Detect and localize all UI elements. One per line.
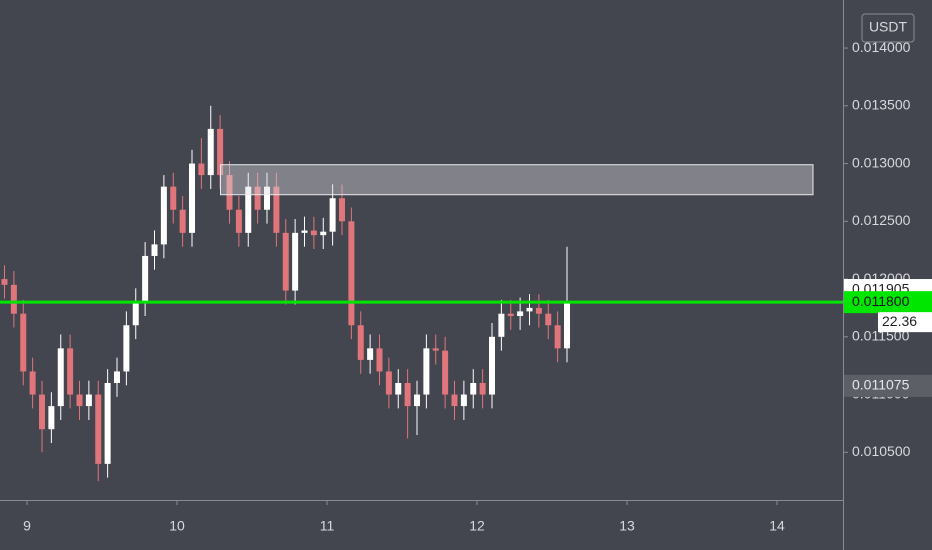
candle-body [432,348,439,351]
candle-body [339,198,345,222]
candle-body [498,313,505,337]
candle-body [179,209,186,233]
candle-body [385,371,392,395]
candle-body [142,255,149,303]
candle-body [20,313,27,372]
candle-body [310,230,317,236]
candle-body [76,394,83,407]
x-tick-label: 13 [619,518,635,534]
candle-body [235,209,242,233]
candle-body [85,394,92,407]
candle-body [348,221,355,326]
candle-body [535,307,542,314]
x-tick-label: 9 [23,518,31,534]
candle-body [198,163,205,176]
candle-body [132,302,139,326]
candle-body [517,311,524,317]
candle-body [39,394,45,430]
currency-button[interactable] [861,13,915,43]
countdown-box [878,312,932,333]
y-tick-label: 0.013500 [852,97,911,113]
candle-body [217,128,224,176]
candle-body [564,302,570,349]
candle-body [329,198,336,232]
hline-label-box [844,291,932,314]
candle-body [460,394,467,407]
candle-body [367,348,374,360]
candle-body [320,231,327,236]
candle-body [151,244,158,256]
candle-body [357,325,364,360]
candle-body [48,406,55,430]
candle-body [123,325,130,372]
candle-body [29,371,36,395]
y-tick-label: 0.010500 [852,443,911,459]
candle-body [67,348,74,395]
candle-body [264,186,270,210]
countdown: 22.36 [882,313,917,329]
x-tick-label: 10 [169,518,185,534]
y-tick-label: 0.014000 [852,39,911,55]
candle-body [114,371,120,383]
price-label-box [844,374,932,397]
candle-body [376,348,383,372]
candle-body [254,186,261,210]
candle-body [301,230,308,233]
candle-body [423,348,430,395]
candle-body [554,325,561,349]
x-tick-label: 14 [769,518,785,534]
candle-body [507,313,514,317]
candle-body [404,382,411,407]
candle-body [57,348,64,407]
candle-body [245,186,252,233]
candle-body [292,232,299,291]
candle-body [470,382,477,395]
candle-body [451,394,458,407]
zone [220,164,814,196]
candle-body [479,382,486,395]
candle-body [273,186,280,233]
candle-body [282,232,289,291]
candle-body [1,279,8,285]
candle-body [526,307,533,312]
candle-body [95,394,102,464]
y-tick-label: 0.012500 [852,212,911,228]
candle-body [104,382,111,464]
candle-body [545,313,552,326]
price-label: 0.011075 [852,377,910,393]
x-tick-label: 12 [469,518,485,534]
candle-body [10,284,17,314]
candle-body [226,175,233,210]
x-tick-label: 11 [320,518,335,534]
y-tick-label: 0.013000 [852,154,911,170]
candle-body [189,163,195,233]
candle-body [160,186,167,245]
currency-label[interactable]: USDT [869,19,908,35]
candle-body [489,336,495,395]
candle-body [442,350,449,395]
candle-body [414,394,420,407]
candle-body [207,128,214,176]
candle-body [170,186,177,210]
candle-body [395,382,402,395]
hline-label: 0.011800 [852,293,910,309]
